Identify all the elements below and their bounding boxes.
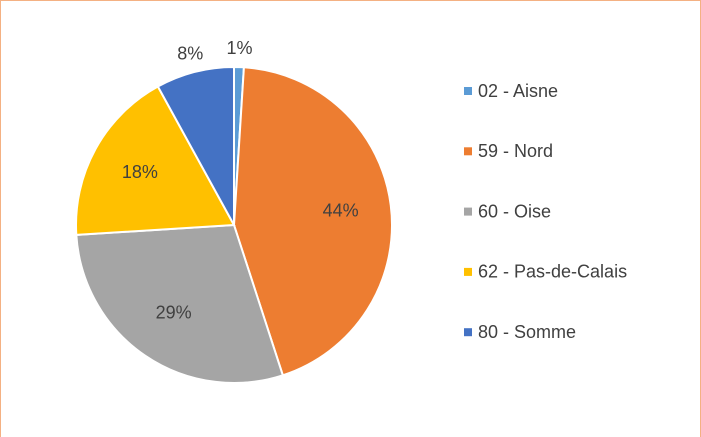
- data-label: 1%: [227, 38, 253, 58]
- legend-label: 60 - Oise: [478, 201, 551, 221]
- data-label: 8%: [177, 43, 203, 63]
- data-label: 44%: [323, 200, 359, 220]
- pie-slice: [232, 66, 393, 377]
- pie-slice: [156, 65, 235, 226]
- legend-swatch: [464, 207, 472, 216]
- legend-swatch: [464, 147, 472, 156]
- legend-swatch: [464, 328, 472, 337]
- pie-slice: [75, 85, 236, 236]
- legend-label: 02 - Aisne: [478, 81, 558, 101]
- data-label: 29%: [156, 303, 192, 323]
- pie-slice: [75, 223, 285, 384]
- legend-swatch: [464, 267, 472, 276]
- legend-swatch: [464, 87, 472, 95]
- legend-label: 62 - Pas-de-Calais: [478, 262, 627, 282]
- data-label: 18%: [122, 162, 158, 182]
- legend-label: 59 - Nord: [478, 141, 553, 161]
- legend-label: 80 - Somme: [478, 322, 576, 342]
